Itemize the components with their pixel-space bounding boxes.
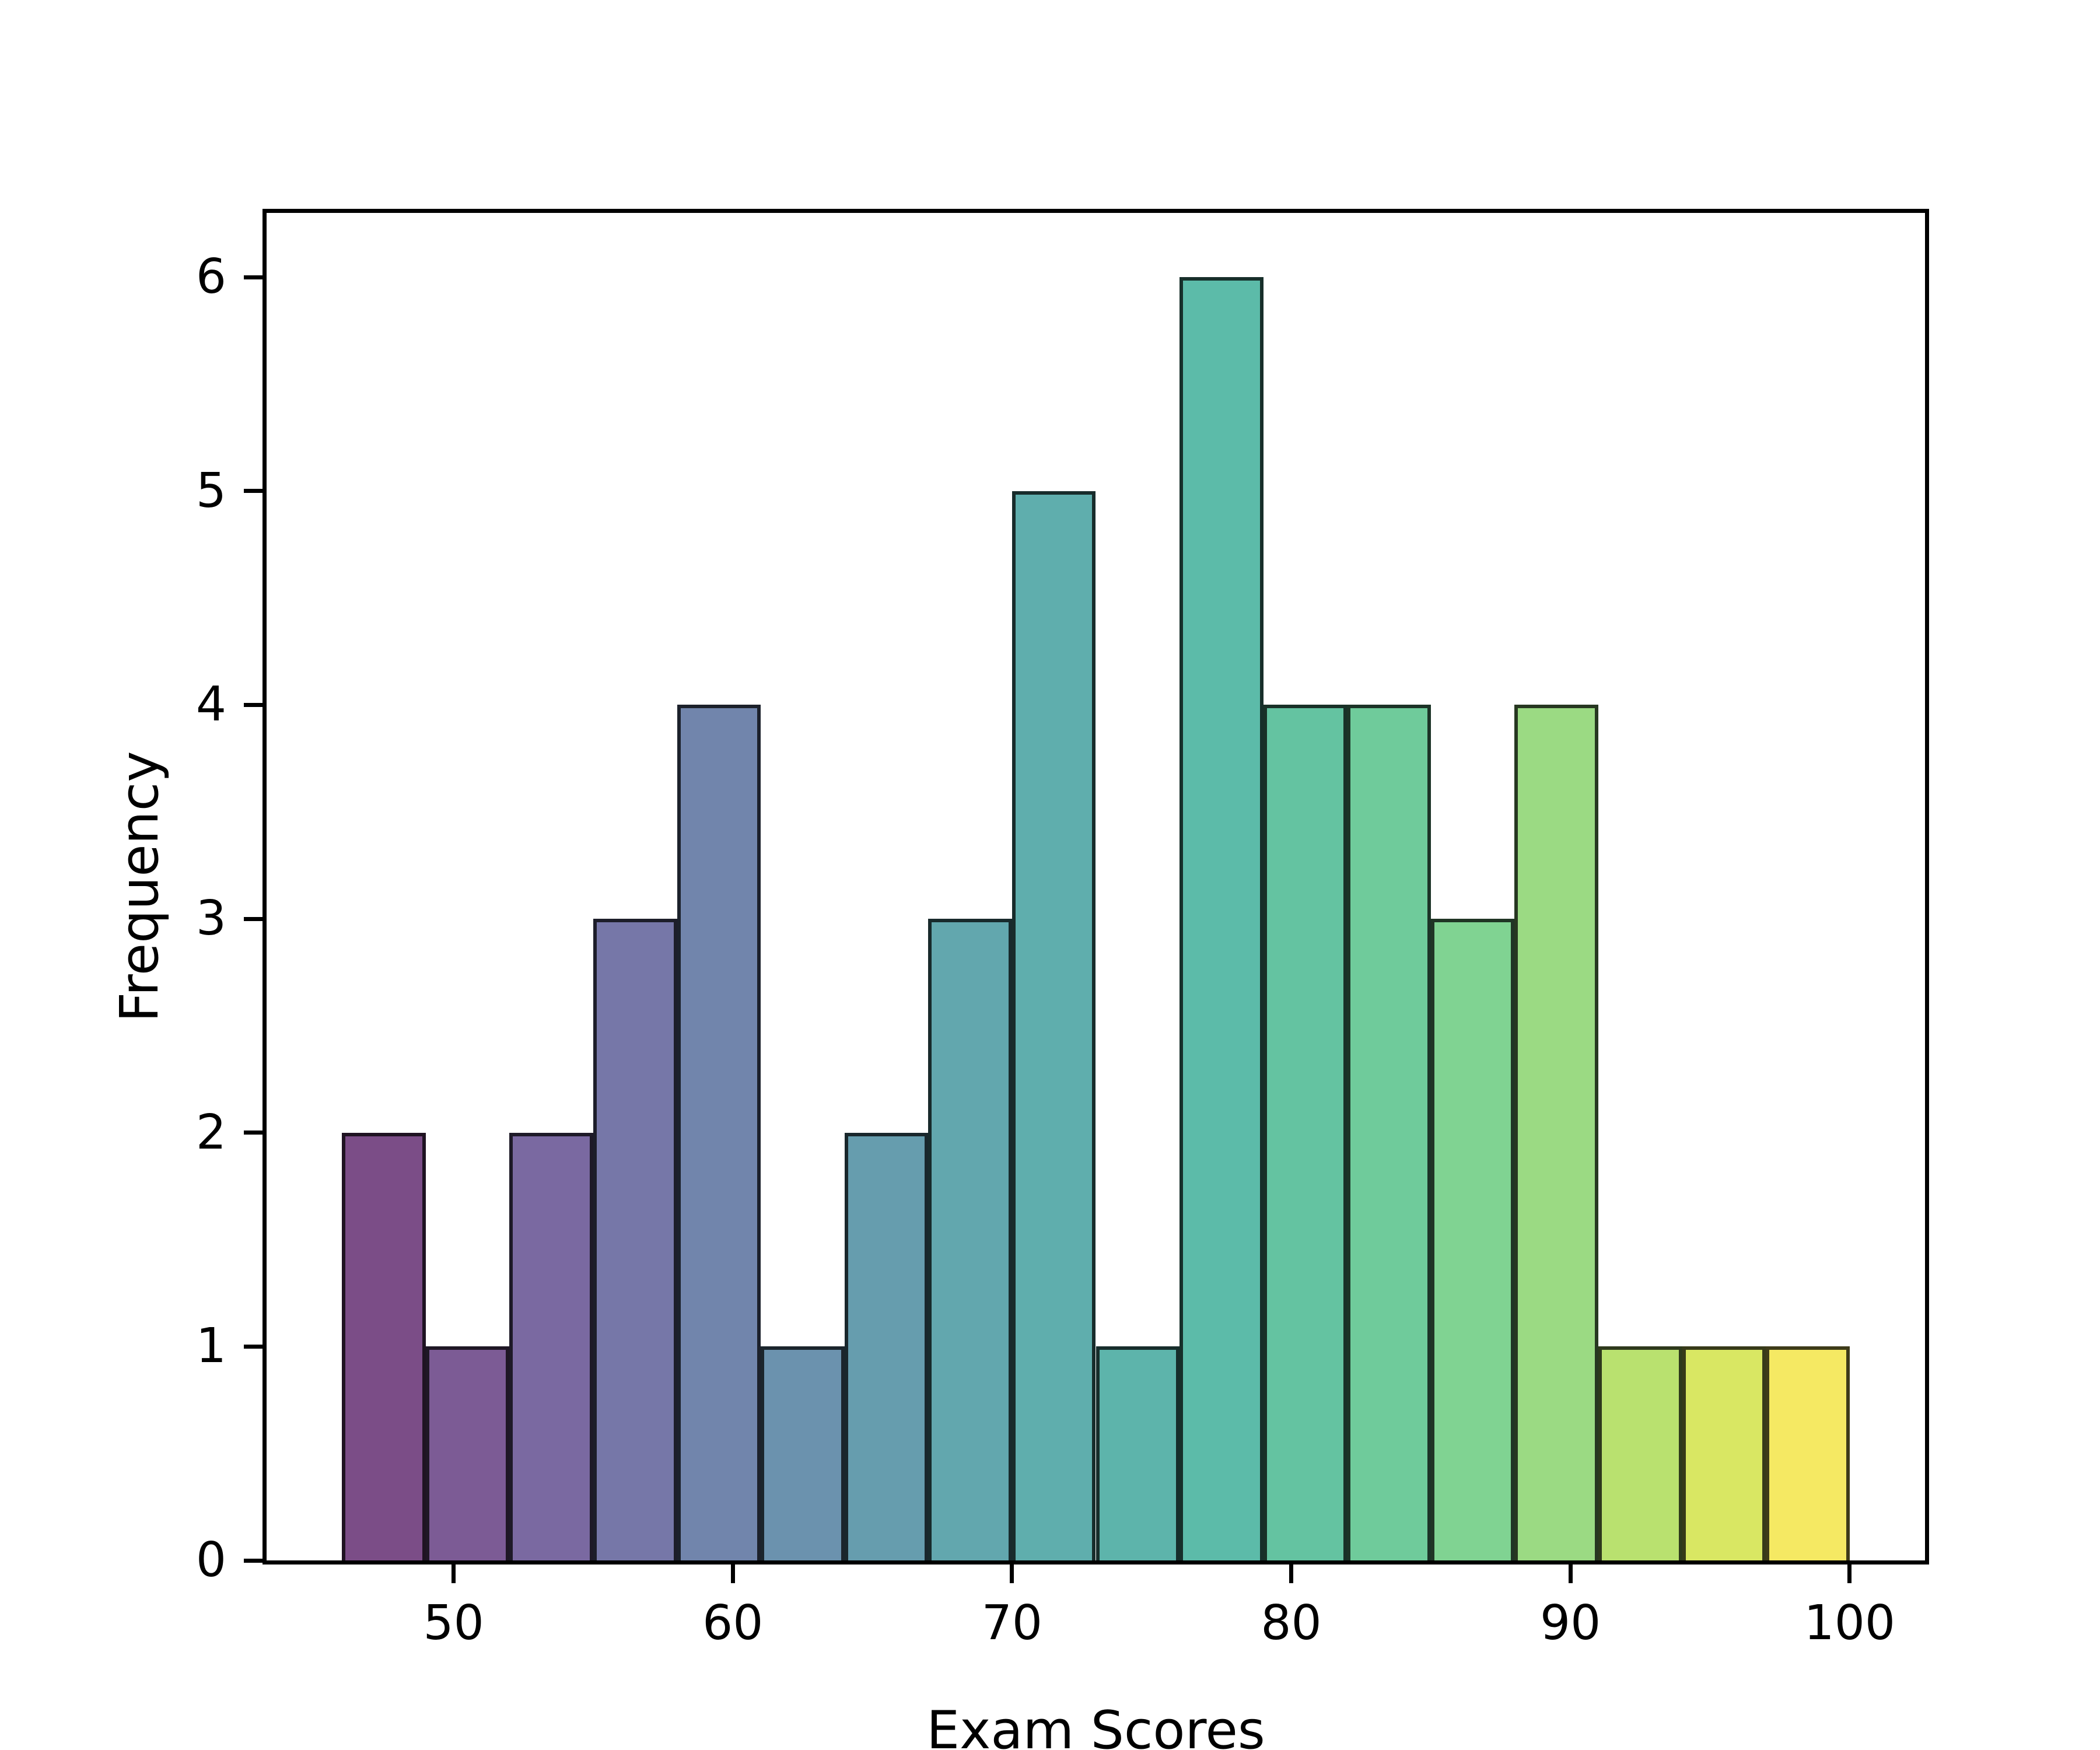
x-tick-label-100: 100 — [1804, 1595, 1896, 1651]
plot-area: 50 60 70 80 90 100 0 1 2 3 4 5 6 — [196, 209, 1929, 1647]
y-tick-mark-1 — [244, 1344, 262, 1349]
x-tick-mark-100 — [1847, 1564, 1852, 1583]
histogram-bar-46-49 — [342, 1132, 426, 1560]
histogram-bar-67-70 — [928, 919, 1012, 1560]
x-tick-mark-90 — [1568, 1564, 1573, 1583]
histogram-bar-91-94 — [1598, 1346, 1682, 1560]
y-tick-mark-5 — [244, 489, 262, 494]
histogram-bar-64-67 — [844, 1132, 929, 1560]
histogram-bar-58-61 — [677, 705, 761, 1560]
bars-layer — [267, 213, 1925, 1560]
y-tick-label-2: 2 — [195, 1104, 226, 1160]
x-tick-label-60: 60 — [702, 1595, 764, 1651]
histogram-bar-94-97 — [1682, 1346, 1766, 1560]
y-tick-label-4: 4 — [195, 677, 226, 733]
x-tick-label-50: 50 — [423, 1595, 484, 1651]
histogram-bar-61-64 — [761, 1346, 845, 1560]
x-axis-label: Exam Scores — [926, 1700, 1265, 1750]
x-tick-label-90: 90 — [1540, 1595, 1601, 1651]
histogram-bar-49-52 — [425, 1346, 510, 1560]
x-tick-mark-50 — [452, 1564, 456, 1583]
y-tick-mark-4 — [244, 702, 262, 707]
y-tick-mark-2 — [244, 1130, 262, 1135]
y-tick-mark-6 — [244, 275, 262, 279]
x-tick-label-70: 70 — [981, 1595, 1043, 1651]
histogram-bar-85-88 — [1430, 919, 1515, 1560]
histogram-bar-76-79 — [1180, 277, 1264, 1560]
x-tick-mark-60 — [730, 1564, 735, 1583]
tick-layer: 50 60 70 80 90 100 0 1 2 3 4 5 6 — [196, 213, 1925, 1647]
histogram-bar-88-91 — [1514, 705, 1598, 1560]
y-tick-label-3: 3 — [195, 891, 226, 946]
histogram-bar-73-76 — [1096, 1346, 1180, 1560]
histogram-bar-79-82 — [1263, 705, 1348, 1560]
x-tick-mark-70 — [1010, 1564, 1014, 1583]
y-axis-label: Frequency — [109, 751, 170, 1023]
y-tick-mark-0 — [244, 1558, 262, 1563]
x-tick-mark-80 — [1289, 1564, 1293, 1583]
y-tick-label-1: 1 — [195, 1318, 226, 1374]
histogram-bar-97-100 — [1766, 1346, 1850, 1560]
x-tick-label-80: 80 — [1261, 1595, 1322, 1651]
y-tick-label-6: 6 — [195, 249, 226, 304]
histogram-bar-55-58 — [593, 919, 677, 1560]
histogram-bar-82-85 — [1347, 705, 1431, 1560]
histogram-bar-70-73 — [1012, 491, 1096, 1560]
y-tick-label-5: 5 — [195, 463, 226, 519]
y-tick-label-0: 0 — [195, 1532, 226, 1588]
histogram-bar-52-55 — [509, 1132, 593, 1560]
y-tick-mark-3 — [244, 916, 262, 921]
